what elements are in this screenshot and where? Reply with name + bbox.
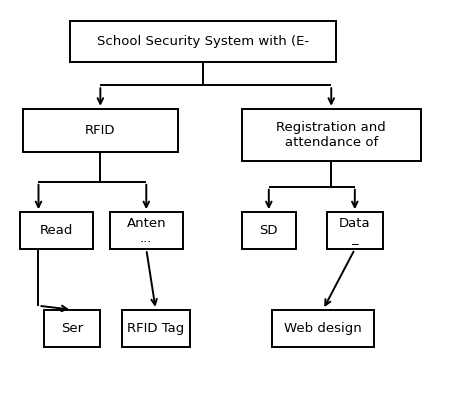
FancyBboxPatch shape	[242, 109, 421, 162]
Text: School Security System with (E-: School Security System with (E-	[97, 35, 309, 48]
Text: Registration and
attendance of: Registration and attendance of	[276, 121, 386, 149]
Text: RFID Tag: RFID Tag	[127, 322, 184, 335]
Text: RFID: RFID	[85, 124, 116, 137]
Text: Anten
...: Anten ...	[127, 217, 166, 245]
FancyBboxPatch shape	[23, 109, 178, 152]
FancyBboxPatch shape	[327, 212, 383, 249]
Text: Data
_: Data _	[339, 217, 371, 245]
FancyBboxPatch shape	[121, 310, 190, 347]
FancyBboxPatch shape	[44, 310, 100, 347]
Text: Read: Read	[40, 224, 73, 237]
FancyBboxPatch shape	[70, 21, 336, 62]
Text: Ser: Ser	[61, 322, 83, 335]
FancyBboxPatch shape	[242, 212, 296, 249]
FancyBboxPatch shape	[273, 310, 374, 347]
Text: SD: SD	[260, 224, 278, 237]
Text: Web design: Web design	[284, 322, 362, 335]
FancyBboxPatch shape	[110, 212, 183, 249]
FancyBboxPatch shape	[20, 212, 93, 249]
